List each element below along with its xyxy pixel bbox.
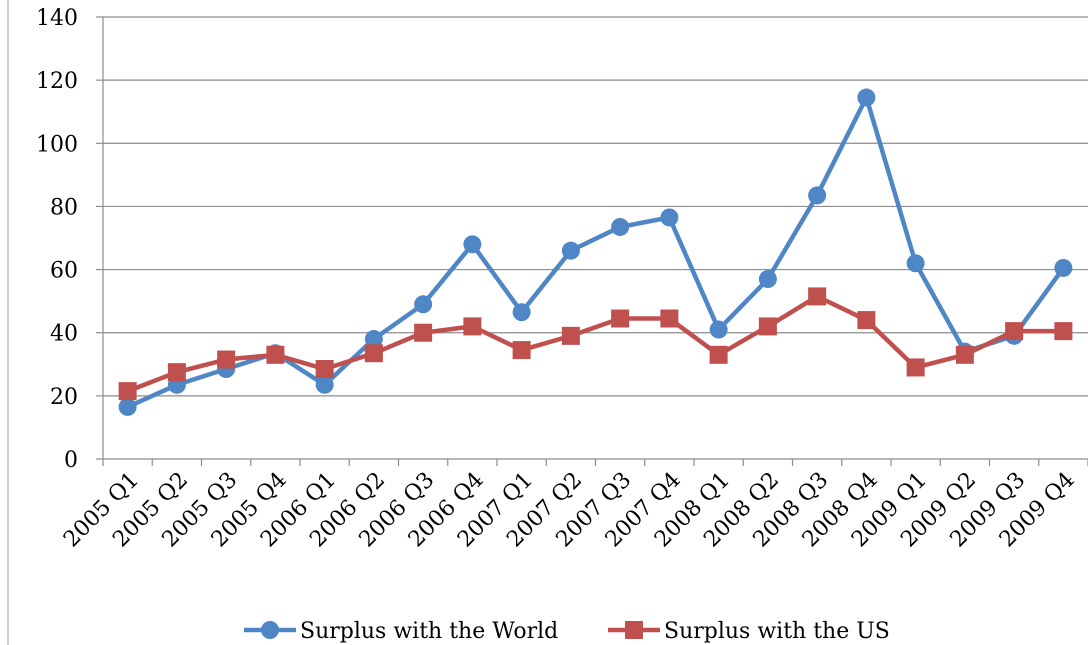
data-point: [709, 320, 728, 339]
data-point: [561, 241, 580, 260]
legend-label: Surplus with the World: [300, 619, 558, 644]
data-point: [463, 235, 482, 254]
y-tick-label: 0: [64, 448, 78, 473]
data-point: [118, 397, 137, 416]
gridlines: [96, 16, 1088, 460]
data-point: [1054, 258, 1073, 277]
legend-item: Surplus with the World: [244, 619, 558, 644]
data-point: [364, 344, 383, 363]
legend: Surplus with the World Surplus with the U…: [244, 619, 890, 644]
data-point: [906, 254, 925, 273]
data-point: [414, 295, 433, 314]
data-point: [758, 317, 777, 336]
y-tick-label: 20: [50, 385, 78, 410]
data-point: [857, 311, 876, 330]
data-point: [758, 270, 777, 289]
data-point: [709, 345, 728, 364]
legend-marker: [625, 621, 643, 639]
data-point: [660, 208, 679, 227]
data-point: [857, 88, 876, 107]
legend-marker: [261, 621, 279, 639]
y-tick-label: 60: [50, 259, 78, 284]
y-tick-label: 80: [50, 195, 78, 220]
y-tick-label: 40: [50, 322, 78, 347]
data-point: [955, 345, 974, 364]
data-point: [167, 363, 186, 382]
data-point: [315, 360, 334, 379]
data-point: [611, 309, 630, 328]
data-point: [217, 350, 236, 369]
y-tick-labels: 0 20 40 60 80 100 120 140: [36, 6, 78, 473]
data-point: [906, 358, 925, 377]
series-lines: [118, 88, 1073, 416]
data-point: [364, 330, 383, 349]
data-point: [561, 326, 580, 345]
data-point: [118, 382, 137, 401]
data-point: [512, 341, 531, 360]
data-point: [1005, 322, 1024, 341]
legend-label: Surplus with the US: [664, 619, 890, 644]
data-point: [414, 323, 433, 342]
y-tick-label: 120: [36, 69, 78, 94]
axes: [102, 17, 1088, 466]
y-tick-label: 140: [36, 6, 78, 31]
series-2: [118, 287, 1073, 401]
data-point: [808, 186, 827, 205]
y-tick-label: 100: [36, 132, 78, 157]
data-point: [266, 345, 285, 364]
data-point: [660, 309, 679, 328]
series-1: [118, 88, 1073, 416]
data-point: [1054, 322, 1073, 341]
data-point: [463, 317, 482, 336]
data-point: [808, 287, 827, 306]
series-line: [125, 294, 1066, 394]
data-point: [315, 375, 334, 394]
data-point: [512, 303, 531, 322]
data-point: [611, 217, 630, 236]
legend-item: Surplus with the US: [608, 619, 890, 644]
